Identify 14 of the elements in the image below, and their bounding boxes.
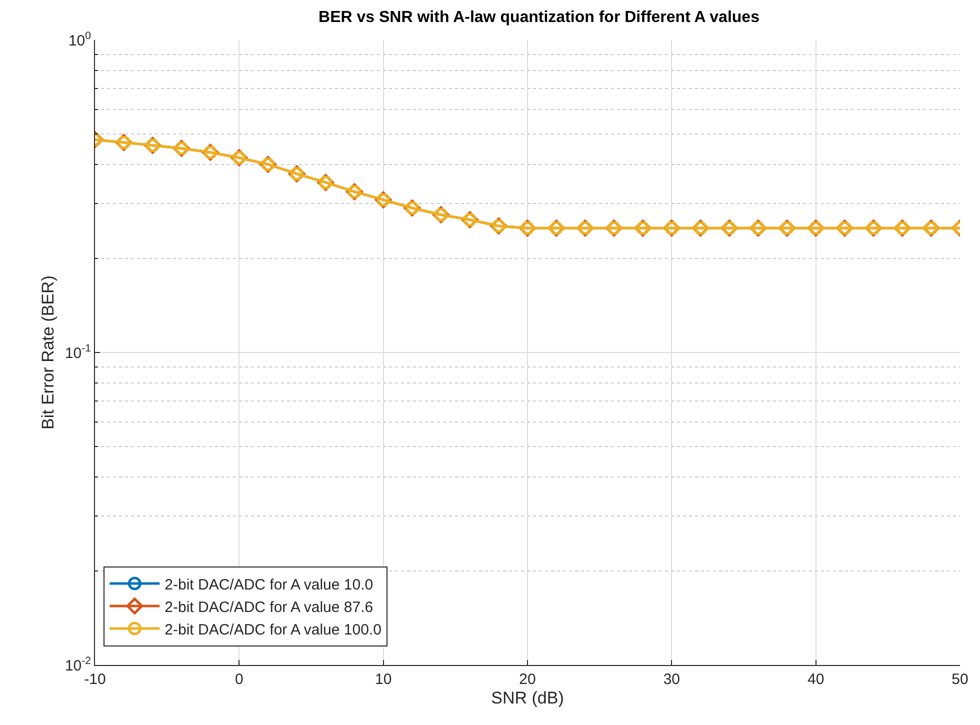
chart-title: BER vs SNR with A-law quantization for Different A values [318, 9, 760, 26]
x-tick-label: 30 [663, 671, 680, 688]
y-tick-label: 10$^{-1}$ [64, 342, 92, 362]
x-tick-label: 0 [235, 671, 244, 688]
legend-label: 2-bit DAC/ADC for A value 10.0 [164, 576, 374, 594]
legend-label: 2-bit DAC/ADC for A value 100.0 [164, 621, 382, 638]
x-tick-label: 40 [807, 671, 824, 688]
y-axis-title: Bit Error Rate (BER) [38, 276, 58, 430]
x-axis-title: SNR (dB) [491, 688, 564, 708]
x-tick-label: 50 [952, 671, 968, 688]
x-tick-label: 20 [519, 671, 536, 688]
x-tick-label: 10 [374, 671, 392, 688]
legend-label: 2-bit DAC/ADC for A value 87.6 [164, 598, 374, 616]
y-tick-label: 10$^{0}$ [68, 30, 92, 50]
